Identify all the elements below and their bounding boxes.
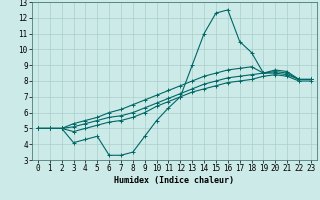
X-axis label: Humidex (Indice chaleur): Humidex (Indice chaleur) bbox=[115, 176, 234, 185]
